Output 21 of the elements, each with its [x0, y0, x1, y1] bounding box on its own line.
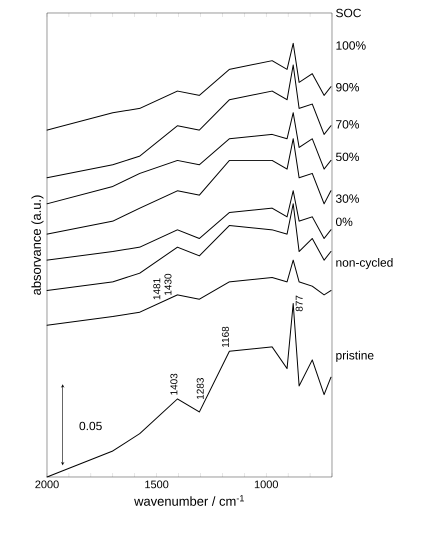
text: 90% [336, 83, 360, 92]
text: 0% [336, 218, 352, 226]
series-label: pristine [336, 350, 374, 362]
annotation: 1168 [222, 326, 229, 347]
x-tick-label: 2000 [35, 480, 59, 488]
x-axis-title: wavenumber / cm$^{-1}$ [134, 495, 244, 506]
x-tick-label: 1000 [254, 480, 278, 488]
text: 100% [336, 41, 366, 50]
legend-title: SOC [336, 8, 361, 18]
series-label: non-cycled [336, 258, 393, 270]
annotation: 0.05 [79, 422, 102, 430]
text: 70% [336, 120, 360, 129]
y-axis-title: absorvance (a.u.) [31, 195, 44, 295]
annotation: 1430 [164, 274, 172, 295]
annotation: 1283 [196, 378, 204, 399]
annotation: 877 [296, 296, 303, 312]
annotation: 1481 [153, 278, 160, 300]
x-tick-label: 1500 [145, 480, 168, 488]
text: 50% [336, 152, 360, 162]
annotation: 1403 [170, 374, 178, 395]
text: 30% [336, 194, 360, 203]
